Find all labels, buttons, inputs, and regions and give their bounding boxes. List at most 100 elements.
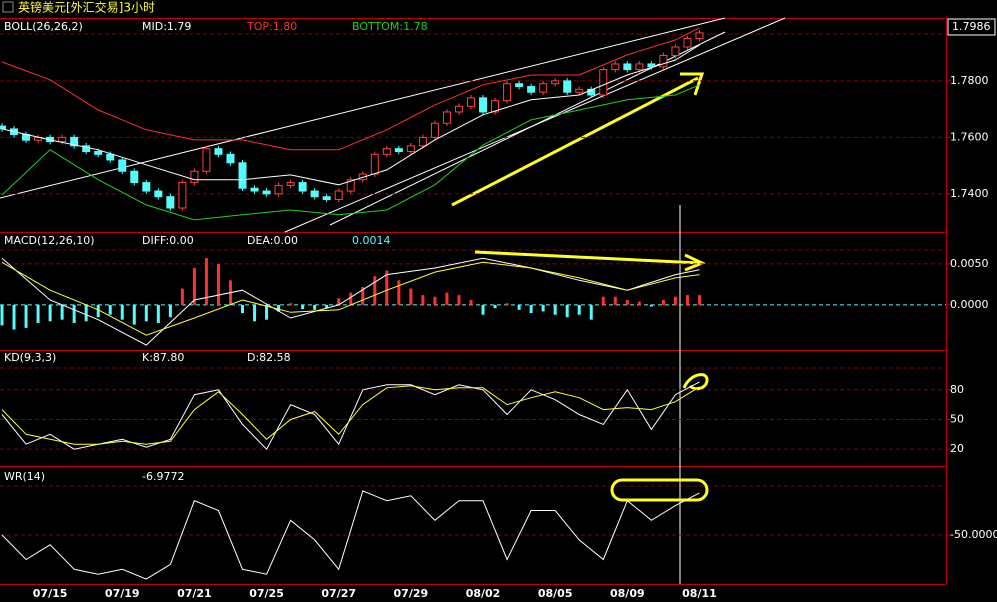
candle-body bbox=[551, 80, 560, 85]
y-tick-label: 80 bbox=[950, 383, 964, 396]
candle-body bbox=[286, 182, 295, 186]
candle-body bbox=[82, 145, 91, 153]
y-tick-label: 1.7400 bbox=[950, 187, 989, 200]
candle-body bbox=[238, 162, 247, 189]
candle-body bbox=[154, 190, 163, 198]
candle-body bbox=[310, 190, 319, 198]
x-tick-label: 08/02 bbox=[466, 587, 501, 600]
candle-body bbox=[683, 38, 692, 48]
legend-entry: MID:1.79 bbox=[142, 20, 191, 33]
candle-body bbox=[322, 196, 331, 201]
y-tick-label: 20 bbox=[950, 442, 964, 455]
panel-separators bbox=[0, 33, 946, 487]
series-line bbox=[1, 381, 700, 451]
candle-body bbox=[142, 182, 151, 192]
candle-body bbox=[250, 187, 259, 192]
indicator-value: 0.0014 bbox=[352, 234, 391, 247]
legend-entry: K:87.80 bbox=[142, 351, 184, 364]
candle-body bbox=[430, 122, 439, 138]
legend-entry: DEA:0.00 bbox=[247, 234, 298, 247]
candle-body bbox=[575, 88, 584, 93]
candle-body bbox=[298, 182, 307, 192]
legend-entry: -6.9772 bbox=[142, 470, 184, 483]
candle-body bbox=[190, 170, 199, 184]
drawn-annotations bbox=[451, 72, 709, 502]
last-price-box bbox=[947, 18, 996, 36]
candle-body bbox=[0, 125, 6, 130]
legend-entry: D:82.58 bbox=[247, 351, 291, 364]
y-tick-label: 1.7800 bbox=[950, 74, 989, 87]
candle-body bbox=[226, 153, 235, 164]
candle-body bbox=[503, 83, 512, 102]
legend-entry: DIFF:0.00 bbox=[142, 234, 194, 247]
candle-body bbox=[563, 80, 572, 93]
candle-body bbox=[334, 190, 343, 201]
candle-body bbox=[274, 184, 283, 195]
candle-body bbox=[370, 153, 379, 175]
candle-body bbox=[695, 32, 704, 40]
y-tick-label: 50 bbox=[950, 412, 964, 425]
series-line bbox=[1, 257, 700, 346]
x-tick-label: 07/15 bbox=[33, 587, 68, 600]
x-tick-label: 07/29 bbox=[394, 587, 429, 600]
candle-body bbox=[587, 88, 596, 96]
candle-body bbox=[118, 159, 127, 172]
chart-title: 英镑美元[外汇交易]3小时 bbox=[18, 0, 155, 15]
y-tick-label: 0.0050 bbox=[950, 257, 989, 270]
series-line bbox=[1, 27, 700, 151]
candle-body bbox=[647, 63, 656, 68]
candle-body bbox=[382, 148, 391, 155]
candle-body bbox=[623, 63, 632, 71]
candle-body bbox=[635, 63, 644, 71]
candle-body bbox=[659, 54, 668, 68]
candle-body bbox=[214, 148, 223, 155]
series-line bbox=[1, 261, 700, 336]
candle-body bbox=[527, 86, 536, 93]
candle-body bbox=[202, 148, 211, 172]
last-price: 1.7986 bbox=[952, 20, 991, 33]
candle-body bbox=[106, 153, 115, 161]
candle-body bbox=[418, 136, 427, 147]
candle-body bbox=[130, 170, 139, 184]
series-line bbox=[1, 44, 700, 186]
candle-body bbox=[58, 136, 67, 143]
x-tick-label: 08/09 bbox=[610, 587, 645, 600]
candle-body bbox=[346, 179, 355, 192]
indicator-label: WR(14) bbox=[4, 470, 45, 483]
legend-entry: TOP:1.80 bbox=[246, 20, 297, 33]
y-tick-label: -50.0000 bbox=[950, 528, 997, 541]
y-tick-label: 1.7600 bbox=[950, 130, 989, 143]
series-line bbox=[1, 490, 700, 580]
candle-body bbox=[166, 196, 175, 209]
series-line bbox=[1, 84, 700, 221]
panel-borders bbox=[0, 18, 947, 585]
x-tick-label: 08/11 bbox=[682, 587, 717, 600]
x-tick-label: 07/19 bbox=[105, 587, 140, 600]
candle-body bbox=[394, 148, 403, 153]
window-icon bbox=[2, 1, 14, 13]
candle-body bbox=[515, 83, 524, 88]
candle-body bbox=[479, 97, 488, 113]
candle-body bbox=[178, 182, 187, 209]
candle-body bbox=[406, 145, 415, 153]
x-tick-label: 08/05 bbox=[538, 587, 573, 600]
indicator-label: MACD(12,26,10) bbox=[4, 234, 95, 247]
candle-body bbox=[454, 105, 463, 113]
y-tick-label: 0.0000 bbox=[950, 298, 989, 311]
candle-body bbox=[466, 97, 475, 107]
candle-body bbox=[671, 46, 680, 56]
indicator-label: KD(9,3,3) bbox=[4, 351, 56, 364]
candle-body bbox=[262, 190, 271, 195]
legend-entry: BOTTOM:1.78 bbox=[352, 20, 428, 33]
candle-body bbox=[599, 69, 608, 96]
x-tick-label: 07/25 bbox=[249, 587, 284, 600]
candle-body bbox=[70, 136, 79, 147]
candle-body bbox=[94, 151, 103, 155]
series-line bbox=[1, 385, 700, 445]
x-tick-label: 07/27 bbox=[321, 587, 356, 600]
candle-body bbox=[442, 111, 451, 124]
candle-body bbox=[491, 100, 500, 113]
candle-body bbox=[539, 83, 548, 93]
